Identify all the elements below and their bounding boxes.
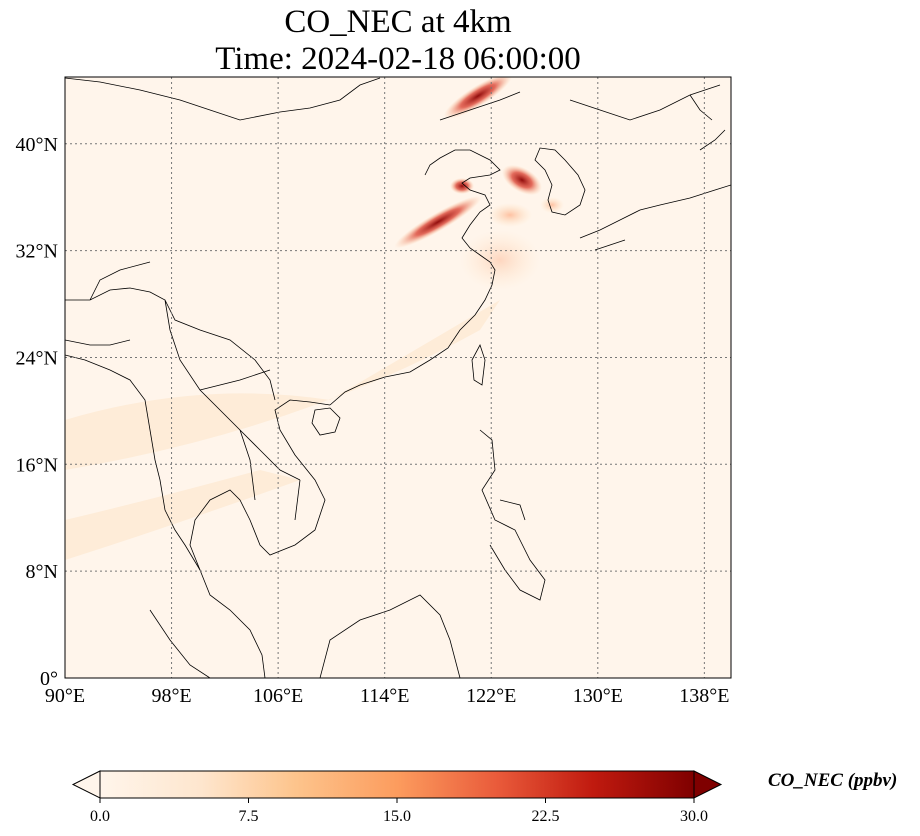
coastline-malaysia [65,354,201,571]
map-subtitle-time: Time: 2024-02-18 06:00:00 [215,41,581,77]
background-plume-band [65,300,500,470]
longitude-tick-labels: 90°E 98°E 106°E 114°E 122°E 130°E 138°E [45,685,730,707]
latitude-tick-label: 32°N [16,241,58,263]
concentration-plumes [65,77,564,560]
colorbar: 0.0 7.5 15.0 22.5 30.0 [71,770,723,825]
coastline-taiwan [471,343,486,386]
coastline-hainan [311,407,341,436]
latitude-tick-label: 16°N [16,454,58,476]
latitude-tick-labels: 0° 8°N 16°N 24°N 32°N 40°N [16,134,58,690]
coastline-philippines [479,429,546,601]
borders [65,261,301,521]
longitude-tick-label: 122°E [466,685,516,707]
borders-north [65,77,721,121]
colorbar-max-extend [693,770,723,799]
longitude-tick-label: 106°E [253,685,303,707]
map-frame [64,76,732,679]
longitude-tick-label: 114°E [360,685,409,707]
concentration-field [65,77,731,678]
background-plume-band [65,470,300,560]
colorbar-ticks: 0.0 7.5 15.0 22.5 30.0 [90,798,708,825]
plume-bohai-2 [450,178,474,194]
longitude-tick-label: 98°E [151,685,191,707]
latitude-tick-label: 8°N [26,561,58,583]
coastline-korea [534,147,586,216]
latitude-tick-label: 24°N [16,347,58,369]
colorbar-tick-label: 15.0 [383,808,411,825]
latitude-tick-label: 0° [40,668,58,690]
longitude-tick-label: 130°E [573,685,623,707]
plume-yellow-sea [488,203,532,227]
longitude-tick-label: 90°E [45,685,85,707]
latitude-tick-label: 40°N [16,134,58,156]
coastlines-and-borders [65,77,731,678]
plume-northeast [443,77,513,119]
colorbar-tick-label: 7.5 [239,808,259,825]
coastline-japan [579,94,731,251]
colorbar-tick-label: 22.5 [532,808,560,825]
coastline-borneo [319,594,461,678]
plume-bohai [502,164,542,196]
plume-korea [540,197,564,213]
coastline-sumatra [149,609,211,678]
gridlines [65,77,731,678]
longitude-tick-label: 138°E [679,685,729,707]
colorbar-label: CO_NEC (ppbv) [768,770,898,791]
colorbar-tick-label: 0.0 [90,808,110,825]
colorbar-min-extend [71,770,101,799]
coastline-indochina [189,399,331,678]
plume-diffuse [460,230,540,290]
colorbar-tick-label: 30.0 [680,808,708,825]
coastline-china [329,149,501,406]
colorbar-gradient [100,771,694,798]
map-title: CO_NEC at 4km [284,4,512,40]
plume-shandong [394,195,482,249]
